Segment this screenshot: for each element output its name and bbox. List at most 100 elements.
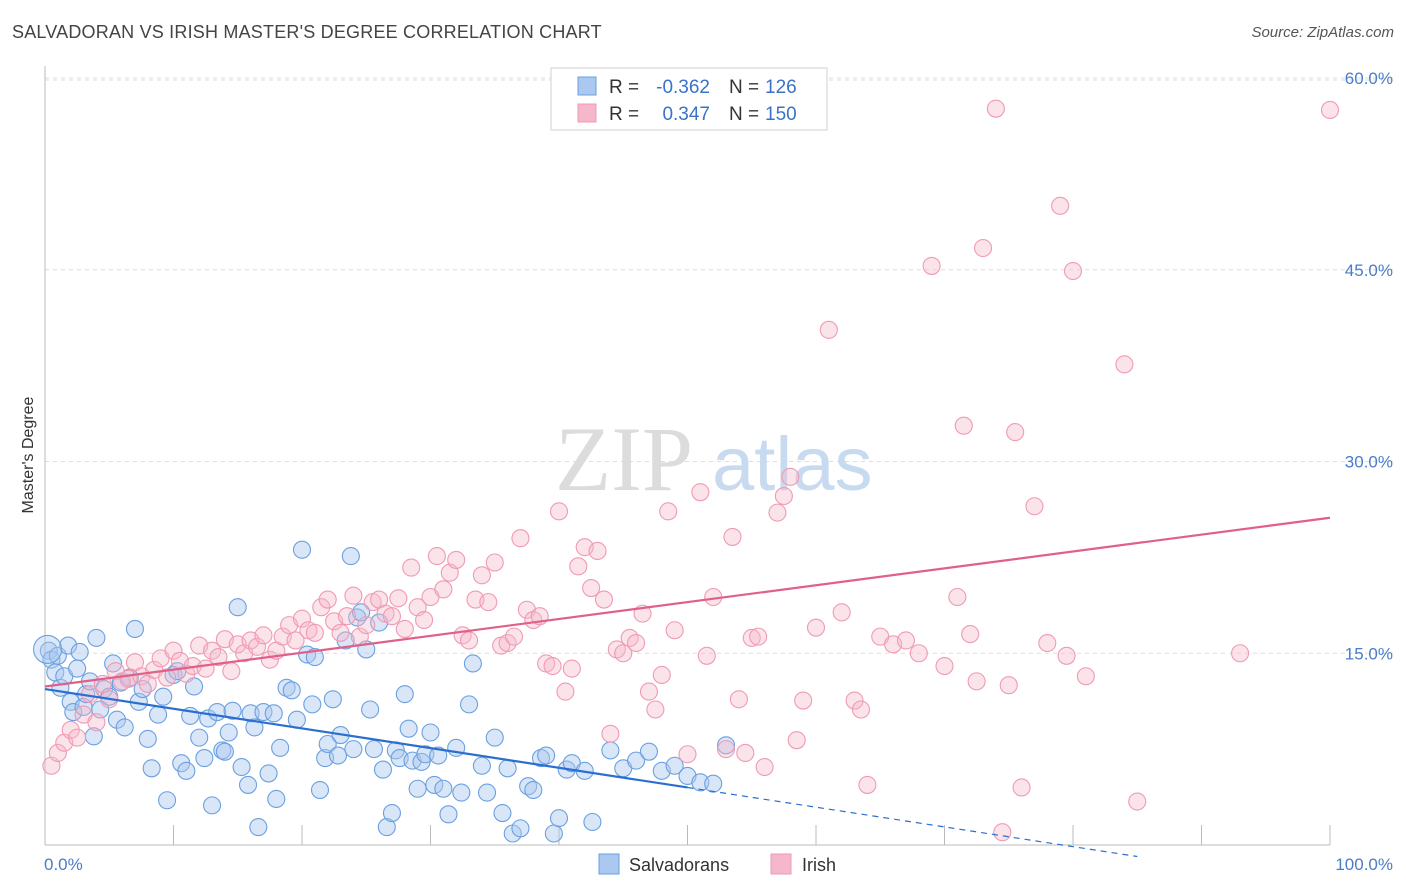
salvadorans-point (323, 690, 342, 709)
legend-n-value: 150 (765, 104, 797, 125)
salvadorans-point (267, 789, 286, 809)
irish-point (305, 623, 324, 642)
irish-point (723, 527, 742, 546)
salvadorans-point (549, 809, 569, 828)
irish-point (639, 682, 659, 701)
irish-point (601, 724, 620, 743)
trend-lines (44, 516, 1331, 858)
salvadorans-point (434, 779, 453, 798)
grid-lines (45, 77, 1395, 654)
irish-point (222, 662, 241, 681)
irish-point (556, 682, 575, 701)
salvadorans-point (271, 738, 290, 757)
irish-point (678, 745, 697, 764)
y-tick-label: 30.0% (1345, 453, 1393, 472)
salvadorans-point (627, 751, 646, 770)
salvadorans-point (249, 818, 268, 837)
x-tick-label: 100.0% (1335, 855, 1393, 874)
salvadorans-point (142, 759, 161, 778)
salvadorans-point (70, 642, 89, 662)
salvadorans-point (303, 695, 322, 714)
irish-point (357, 616, 376, 635)
irish-point (48, 743, 67, 763)
salvadorans-point (208, 703, 227, 722)
irish-point (845, 691, 864, 710)
irish-point (331, 623, 350, 642)
legend-r-value: -0.362 (656, 77, 710, 98)
salvadorans-point (416, 745, 435, 764)
irish-point (1231, 644, 1250, 663)
irish-point (87, 713, 106, 732)
salvadorans-trend-line (44, 687, 688, 789)
salvadorans-point (310, 780, 330, 800)
salvadorans-point (68, 659, 87, 678)
salvadorans-point (399, 719, 418, 738)
irish-point (434, 580, 453, 599)
chart-title: SALVADORAN VS IRISH MASTER'S DEGREE CORR… (12, 22, 602, 42)
legend-r-label: R = (609, 104, 639, 125)
irish-point (479, 593, 498, 612)
legend-n-label: N = (729, 77, 759, 98)
salvadorans-point (203, 796, 222, 815)
legend-swatch-salvadorans (598, 853, 620, 875)
irish-point (427, 547, 446, 566)
irish-point (806, 618, 826, 637)
irish-point (742, 628, 761, 647)
irish-point (794, 691, 813, 710)
watermark-zip: ZIP (555, 408, 693, 510)
legend-n-value: 126 (765, 77, 797, 98)
irish-point (459, 631, 479, 650)
legend-r-label: R = (609, 77, 639, 98)
salvadorans-point (305, 648, 324, 667)
irish-point (164, 641, 183, 660)
salvadorans-point (544, 824, 563, 843)
source-credit: Source: ZipAtlas.com (1251, 24, 1394, 41)
salvadorans-point (452, 783, 471, 802)
legend-r-value: 0.347 (662, 104, 710, 125)
salvadorans-point (238, 775, 258, 794)
irish-point (254, 626, 273, 645)
salvadorans-point (344, 740, 363, 759)
salvadorans-point (328, 746, 348, 765)
irish-point (697, 646, 716, 665)
irish-point (562, 659, 581, 678)
irish-point (896, 631, 916, 650)
irish-point (549, 502, 569, 521)
irish-point (716, 740, 736, 759)
irish-point (68, 728, 87, 747)
salvadorans-point (228, 598, 247, 617)
salvadorans-point (219, 723, 238, 742)
irish-point (659, 502, 678, 521)
irish-point (922, 256, 941, 275)
salvadorans-point (223, 701, 242, 720)
salvadorans-point (177, 761, 196, 780)
salvadorans-point (477, 783, 497, 802)
legend-top: R = -0.362 N = 126 R = 0.347 N = 150 (550, 67, 828, 131)
x-tick-label: 0.0% (44, 855, 83, 874)
salvadorans-point (421, 723, 440, 742)
salvadorans-point (318, 734, 337, 754)
irish-point (781, 467, 800, 486)
irish-point (209, 648, 228, 667)
irish-point (967, 672, 986, 691)
irish-point (312, 598, 331, 617)
salvadorans-point (531, 749, 551, 768)
irish-point (1025, 497, 1044, 516)
salvadorans-point (241, 704, 260, 723)
salvadorans-point (373, 760, 393, 779)
salvadorans-point (138, 729, 157, 748)
salvadorans-point (190, 728, 209, 747)
irish-point (819, 320, 838, 339)
irish-point (999, 676, 1018, 695)
salvadorans-point (282, 681, 301, 700)
irish-point (292, 609, 312, 628)
irish-point (588, 541, 607, 561)
y-tick-label: 45.0% (1345, 261, 1393, 280)
salvadorans-point (107, 710, 127, 729)
legend-label-irish: Irish (802, 855, 836, 875)
irish-point (1051, 196, 1070, 215)
irish-point (652, 665, 671, 685)
y-tick-label: 60.0% (1345, 69, 1393, 88)
salvadorans-point (195, 749, 214, 768)
irish-point (286, 631, 305, 650)
